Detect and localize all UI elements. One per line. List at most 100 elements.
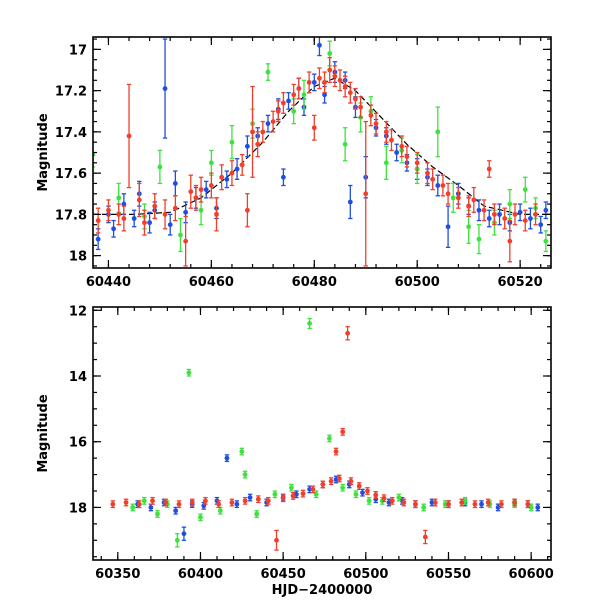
- data-point: [322, 71, 327, 94]
- data-point: [242, 496, 248, 505]
- data-point: [373, 112, 379, 135]
- point-marker: [255, 141, 261, 147]
- data-point: [455, 186, 461, 209]
- data-point: [301, 79, 307, 110]
- point-marker: [116, 211, 122, 217]
- data-point: [498, 500, 504, 509]
- panel-2: 60350 60400 60450 60500 60550 60600 12 14 16 18 Ma…: [36, 304, 554, 598]
- point-marker: [466, 203, 472, 209]
- series-red: [95, 56, 538, 267]
- point-marker: [186, 370, 192, 376]
- point-marker: [183, 238, 189, 244]
- point-marker: [327, 436, 332, 441]
- point-marker: [373, 492, 379, 498]
- point-marker: [95, 218, 101, 223]
- point-marker: [332, 73, 338, 79]
- point-marker: [497, 211, 502, 217]
- point-marker: [162, 86, 168, 91]
- data-point: [486, 209, 492, 228]
- point-marker: [422, 534, 428, 540]
- point-marker: [148, 505, 154, 510]
- data-point: [208, 172, 214, 199]
- point-marker: [517, 209, 523, 215]
- data-point: [270, 110, 276, 133]
- data-point: [172, 195, 178, 222]
- data-point: [333, 475, 339, 484]
- point-marker: [157, 164, 163, 170]
- data-point: [306, 71, 312, 94]
- point-marker: [528, 505, 534, 510]
- data-point: [281, 168, 286, 187]
- data-point: [148, 503, 154, 512]
- data-point: [167, 213, 173, 236]
- point-marker: [381, 495, 387, 501]
- point-marker: [363, 191, 369, 197]
- data-point: [336, 474, 342, 483]
- data-point: [181, 526, 187, 541]
- point-marker: [383, 129, 389, 135]
- data-point: [193, 184, 199, 211]
- data-point: [471, 186, 477, 213]
- point-marker: [507, 238, 513, 244]
- data-point: [507, 188, 513, 220]
- data-point: [250, 85, 255, 178]
- data-point: [311, 114, 317, 141]
- data-point: [172, 170, 178, 197]
- series-red: [110, 326, 531, 551]
- data-point: [121, 205, 127, 232]
- data-point: [265, 496, 271, 505]
- data-point: [360, 488, 365, 497]
- y-tick-label: 17.6: [55, 167, 87, 182]
- point-marker: [265, 69, 271, 75]
- data-point: [414, 151, 420, 174]
- data-point: [198, 176, 204, 203]
- point-marker: [272, 491, 278, 497]
- data-point: [476, 224, 482, 255]
- data-point: [340, 483, 346, 492]
- point-marker: [260, 129, 266, 135]
- point-marker: [198, 207, 204, 213]
- point-marker: [342, 84, 348, 89]
- data-point: [310, 485, 316, 494]
- x-tick-label: 60460: [189, 275, 234, 290]
- data-point: [255, 131, 261, 158]
- data-point: [440, 174, 446, 197]
- data-point: [111, 219, 116, 238]
- point-marker: [440, 183, 446, 188]
- data-point: [383, 120, 389, 143]
- point-marker: [244, 143, 250, 149]
- data-point: [260, 120, 266, 143]
- point-marker: [155, 511, 160, 517]
- plot-area: [93, 37, 551, 267]
- point-marker: [528, 216, 533, 221]
- data-point: [502, 207, 508, 230]
- data-point: [162, 199, 168, 230]
- y-tick-label: 17: [69, 43, 87, 58]
- point-marker: [502, 216, 508, 221]
- data-point: [445, 205, 451, 249]
- y-tick-label: 14: [69, 370, 87, 385]
- data-point: [535, 503, 541, 512]
- point-marker: [401, 500, 407, 505]
- data-point: [214, 197, 219, 232]
- series-blue: [95, 37, 549, 251]
- data-point: [522, 209, 528, 232]
- point-marker: [142, 220, 147, 226]
- x-axis-label: HJD−2400000: [272, 583, 373, 598]
- data-point: [291, 83, 297, 106]
- point-marker: [242, 472, 248, 477]
- data-point: [435, 106, 441, 158]
- point-marker: [208, 160, 214, 166]
- point-marker: [507, 201, 513, 207]
- point-marker: [310, 486, 316, 492]
- data-point: [229, 498, 235, 507]
- x-tick-label: 60450: [261, 567, 306, 582]
- data-point: [446, 500, 451, 509]
- data-point: [174, 533, 180, 548]
- data-point: [244, 193, 250, 228]
- point-marker: [446, 501, 451, 507]
- data-point: [432, 498, 438, 507]
- point-marker: [208, 183, 214, 188]
- x-tick-label: 60480: [292, 275, 337, 290]
